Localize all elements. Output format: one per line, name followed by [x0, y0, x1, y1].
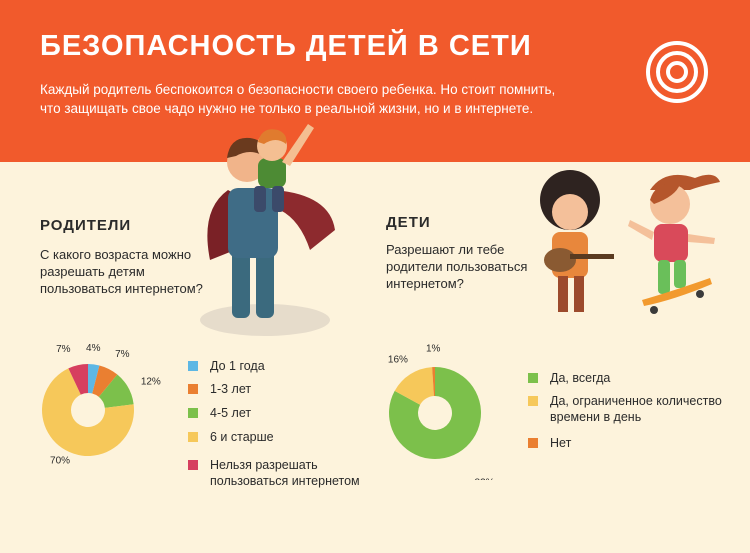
legend-label: 4-5 лет [210, 406, 252, 420]
legend-label: Да, ограниченное количество времени в де… [550, 394, 722, 424]
parents-question: С какого возраста можно разрешать детям … [40, 247, 203, 296]
slice-label: 83% [475, 478, 495, 480]
legend-label: Да, всегда [550, 371, 611, 385]
legend-swatch [188, 384, 198, 394]
slice-label: 16% [388, 355, 408, 366]
donut-slice [394, 367, 434, 405]
legend-label: 1-3 лет [210, 382, 252, 396]
donut-slice [42, 368, 134, 456]
header-banner: БЕЗОПАСНОСТЬ ДЕТЕЙ В СЕТИ Каждый родител… [0, 0, 750, 162]
donut-slice [389, 367, 481, 459]
legend-swatch [188, 361, 198, 371]
kids-illustration [540, 170, 720, 314]
donut-slice [98, 374, 134, 408]
donut-slice [92, 365, 118, 397]
slice-label: 70% [50, 455, 70, 466]
legend-label: До 1 года [210, 359, 265, 373]
slice-label: 12% [141, 377, 161, 388]
donut-slice [68, 364, 88, 395]
slice-label: 4% [86, 343, 101, 354]
legend-label: 6 и старше [210, 430, 274, 444]
parents-heading: РОДИТЕЛИ [40, 217, 132, 234]
legend-swatch [188, 432, 198, 442]
page-subtitle: Каждый родитель беспокоится о безопаснос… [40, 82, 556, 116]
kids-question: Разрешают ли тебе родители пользоваться … [386, 242, 528, 291]
slice-label: 7% [56, 344, 71, 355]
legend-swatch [188, 408, 198, 418]
legend-swatch [528, 438, 538, 448]
legend-swatch [528, 396, 538, 406]
slice-label: 7% [115, 349, 130, 360]
legend-label: Нет [550, 436, 572, 450]
legend-label: Нельзя разрешать пользоваться интернетом [210, 458, 360, 488]
donut-slice [432, 367, 435, 397]
page-title: БЕЗОПАСНОСТЬ ДЕТЕЙ В СЕТИ [40, 30, 532, 62]
legend-swatch [188, 460, 198, 470]
target-icon [646, 41, 708, 103]
kids-heading: ДЕТИ [386, 214, 431, 231]
parents-donut-chart: 4% 7% 12% 70% 7% [42, 343, 161, 466]
legend-swatch [528, 373, 538, 383]
kids-donut-chart: 83% 16% 1% [388, 344, 495, 480]
slice-label: 1% [426, 344, 441, 355]
parent-child-illustration [200, 124, 335, 336]
donut-slice [88, 364, 100, 394]
